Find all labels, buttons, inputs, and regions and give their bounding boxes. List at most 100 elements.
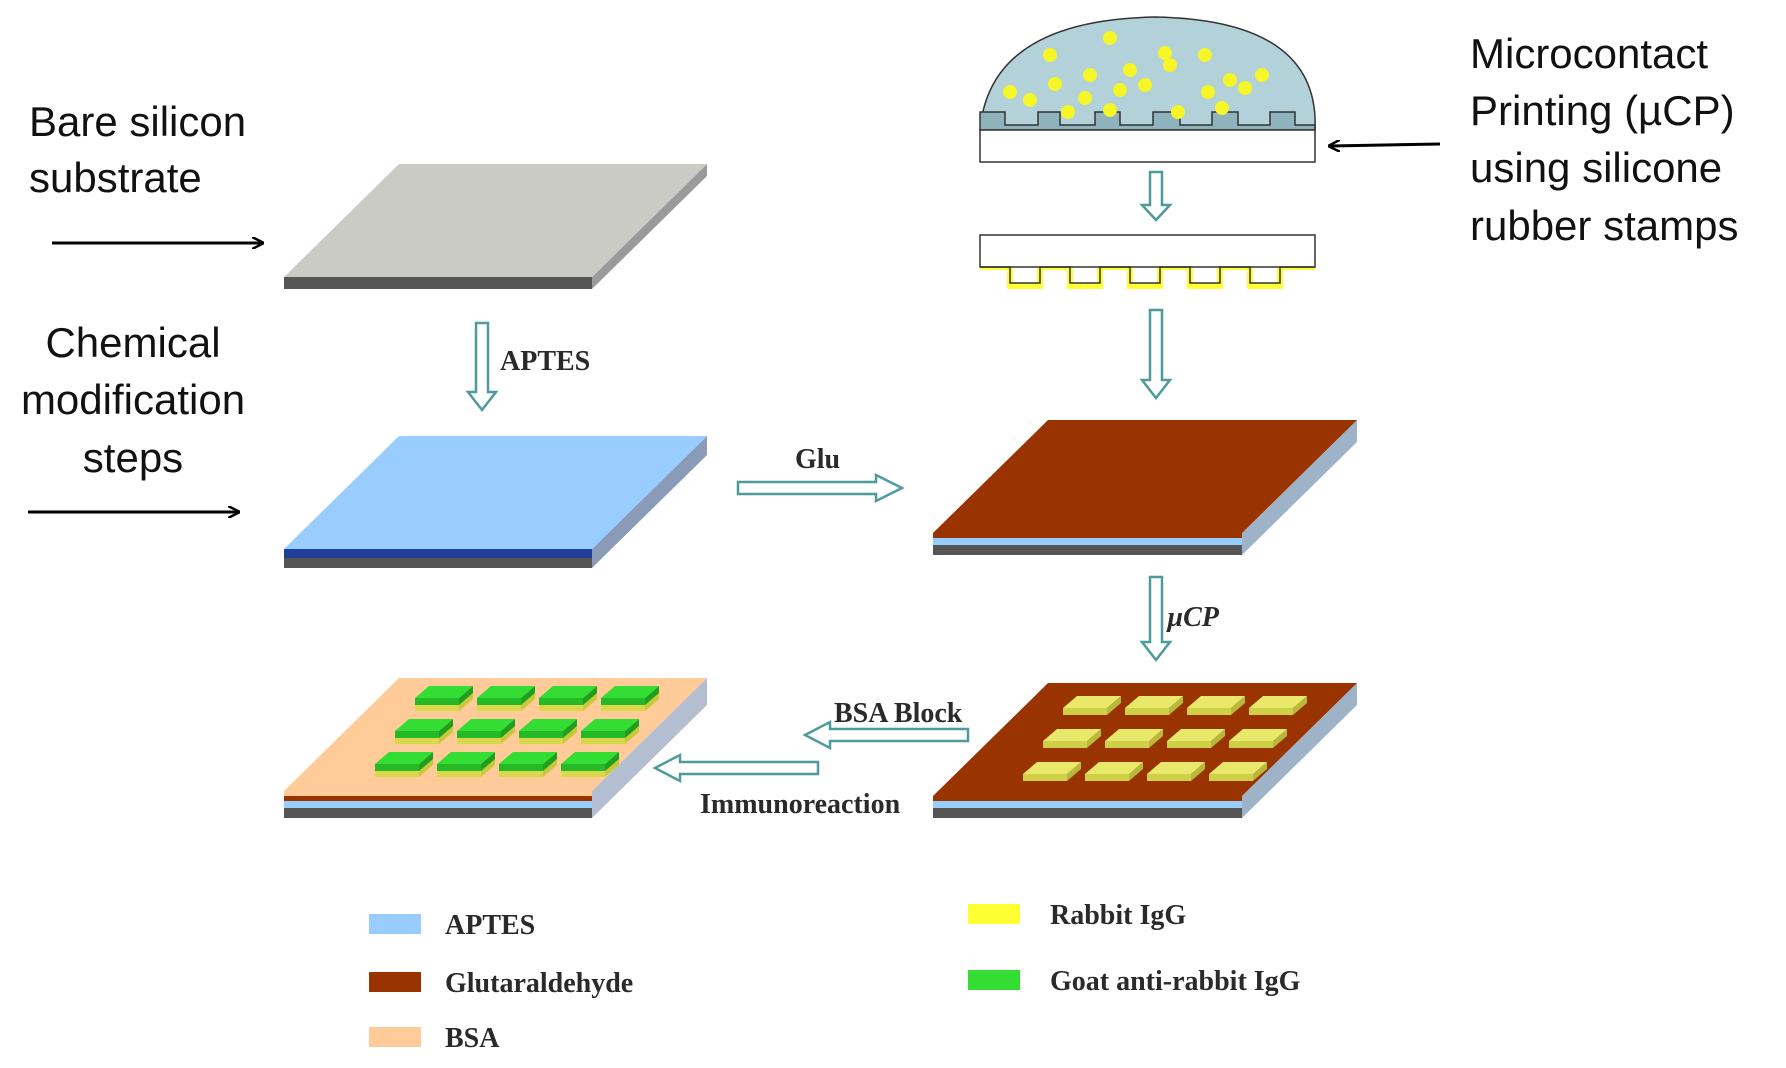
substrate-glutaraldehyde [933,420,1357,555]
stamp-backing [979,129,1316,163]
protein-pad [457,719,515,738]
ink-dot [1048,77,1062,91]
substrate-base [284,277,592,289]
rabbit-igg-pads [1023,696,1307,781]
substrate-side [1242,420,1357,555]
legend-item-rabbit-igg: Rabbit IgG [968,900,1186,931]
protein-pad [519,719,577,738]
ink-dot [1023,93,1037,107]
ink-dot [1215,101,1229,115]
protein-pad [477,686,535,705]
flow-arrow-aptes [465,321,499,413]
ink-dot [1158,46,1172,60]
annotation-microcontact: Microcontact Printing (µCP) using silico… [1330,30,1738,249]
legend-swatch [968,970,1020,990]
ink-dot [1198,48,1212,62]
glu-edge [933,796,1242,801]
glu-top [933,420,1357,533]
annotation-chemical-line-3: steps [83,434,183,481]
legend-label: Goat anti-rabbit IgG [1050,966,1301,997]
ink-dot [1163,58,1177,72]
aptes-edge [284,549,592,558]
stamp-detached [979,234,1316,289]
flow-arrow-stamp-transfer [1139,170,1173,222]
protein-pad [561,752,619,771]
substrate-base [284,808,592,818]
ink-dot [1255,68,1269,82]
step-label-aptes: APTES [500,346,590,377]
substrate-bare-silicon [284,164,707,289]
annotation-mcp-line-2: Printing (µCP) [1470,87,1735,134]
glu-layer [284,796,592,801]
ink-dot [1201,85,1215,99]
substrate-final [284,678,707,818]
bsa-edge [284,791,592,796]
aptes-top [284,436,707,549]
annotation-chemical-modification: Chemical modification steps [21,319,245,512]
protein-pad [1187,696,1245,715]
ink-dot [1138,78,1152,92]
protein-pad [1167,729,1225,748]
legend-swatch [968,904,1020,924]
substrate-base [933,545,1242,555]
ink-dot [1123,63,1137,77]
annotation-bare-line-1: Bare silicon [29,98,246,145]
legend-swatch [369,972,421,992]
ink-dot [1043,48,1057,62]
protein-pad [1125,696,1183,715]
ink-reservoir-dome [979,16,1316,131]
annotation-bare-silicon: Bare silicon substrate [29,98,262,243]
ink-dot [1113,83,1127,97]
substrate-base [284,558,592,568]
annotation-chemical-line-1: Chemical [45,319,220,366]
substrate-side [592,164,707,289]
legend-label: BSA [445,1023,500,1054]
protein-pad [1147,762,1205,781]
protein-pad [601,686,659,705]
legend: APTES Glutaraldehyde BSA Rabbit IgG Goat… [369,900,1301,1054]
protein-pad [1063,696,1121,715]
ink-dot [1223,73,1237,87]
protein-pad [1229,729,1287,748]
mcp-pointer-arrow [1330,144,1441,146]
protein-pad [1209,762,1267,781]
stamp-relief-pattern [979,111,1316,131]
flow-arrow-stamp-apply [1139,308,1173,401]
ink-dot [1103,103,1117,117]
ink-dot [1078,91,1092,105]
glu-edge [933,533,1242,538]
substrate-aptes [284,436,707,568]
protein-pad [1249,696,1307,715]
ink-dot [1238,81,1252,95]
ink-dot [1103,31,1117,45]
substrate-base [933,808,1242,818]
protein-pad [1085,762,1143,781]
step-label-immunoreaction: Immunoreaction [700,789,901,820]
aptes-layer [284,801,592,808]
ink-dots [1003,31,1269,119]
flow-arrow-immunoreaction [652,752,820,784]
legend-label: Rabbit IgG [1050,900,1186,931]
step-label-ucp: µCP [1166,602,1220,633]
protein-pad [499,752,557,771]
legend-swatch [369,1027,421,1047]
ink-dot [1061,105,1075,119]
substrate-top [284,164,707,277]
protein-pad [437,752,495,771]
stamp-body [979,234,1316,268]
annotation-mcp-line-4: rubber stamps [1470,202,1738,249]
aptes-layer [933,801,1242,808]
protein-pad [415,686,473,705]
step-label-bsa-block: BSA Block [834,698,963,729]
ink-dot [1003,85,1017,99]
legend-item-goat-igg: Goat anti-rabbit IgG [968,966,1301,997]
flow-arrow-ucp [1139,575,1173,663]
substrate-side [592,436,707,568]
legend-item-bsa: BSA [369,1023,500,1054]
ink-dot [1171,105,1185,119]
legend-label: Glutaraldehyde [445,968,633,999]
flow-arrow-glu [736,472,905,504]
flow-arrow-bsa-block [802,719,970,751]
aptes-layer [933,538,1242,545]
